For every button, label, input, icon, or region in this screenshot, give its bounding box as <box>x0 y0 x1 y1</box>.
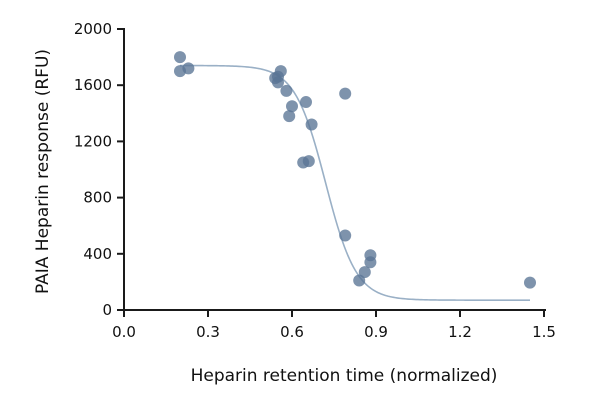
data-point <box>339 229 352 242</box>
axes-layer <box>123 28 546 311</box>
data-point <box>339 87 352 100</box>
x-tick-label: 0.3 <box>196 323 220 341</box>
y-tick-label: 0 <box>102 301 112 319</box>
y-tick-label: 1200 <box>74 132 112 150</box>
y-tick-label: 400 <box>83 245 112 263</box>
x-tick-label: 1.2 <box>448 323 472 341</box>
data-point <box>353 274 366 287</box>
x-tick-label: 0.6 <box>280 323 304 341</box>
data-point <box>274 65 287 78</box>
data-points-layer <box>174 51 536 289</box>
data-point <box>302 155 315 168</box>
y-tick-label: 1600 <box>74 76 112 94</box>
data-point <box>182 62 195 75</box>
x-ticks: 0.0 0.3 0.6 0.9 1.2 1.5 <box>112 310 556 341</box>
x-tick-label: 0.9 <box>364 323 388 341</box>
y-axis-title: PAIA Heparin response (RFU) <box>33 49 53 294</box>
data-point <box>174 51 186 64</box>
data-point <box>283 110 296 123</box>
fit-curve-layer <box>180 64 530 301</box>
y-tick-label: 800 <box>83 189 112 207</box>
data-point <box>364 256 377 269</box>
y-tick-label: 2000 <box>74 20 112 38</box>
data-point <box>280 84 293 97</box>
x-axis-title: Heparin retention time (normalized) <box>191 366 498 386</box>
x-tick-label: 1.5 <box>532 323 556 341</box>
x-tick-label: 0.0 <box>112 323 136 341</box>
data-point <box>286 100 298 113</box>
y-ticks: 0 400 800 1200 1600 2000 <box>74 20 124 319</box>
fit-curve-line <box>180 64 530 301</box>
data-point <box>358 266 371 279</box>
data-point <box>300 96 312 109</box>
data-point <box>524 276 536 289</box>
data-point <box>305 118 318 131</box>
